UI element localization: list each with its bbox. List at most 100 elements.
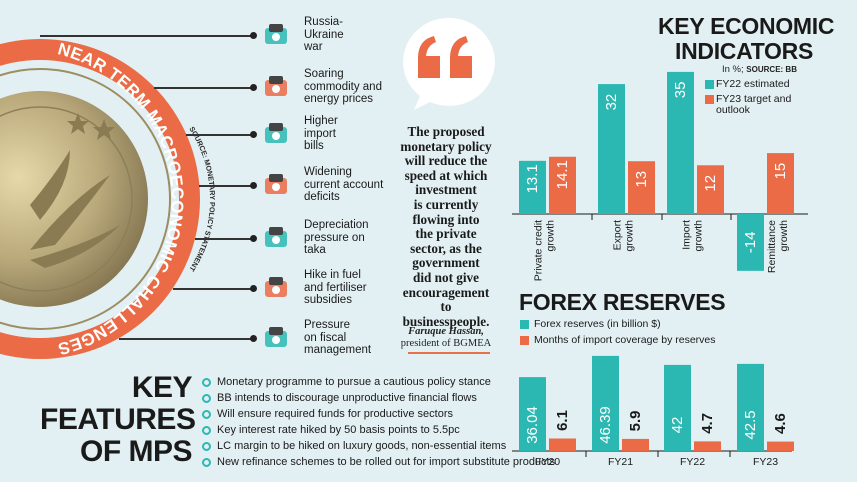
forex-bar: [737, 363, 764, 451]
forex-value-label: 4.6: [772, 413, 789, 434]
key-features-heading-3: OF MPS: [79, 435, 193, 468]
coin-emblem: [30, 113, 120, 268]
key-feature-item: BB intends to discourage unproductive fi…: [202, 391, 477, 405]
deficit-icon: [265, 174, 287, 194]
indicator-value-label: 15: [772, 163, 789, 180]
challenge-label: Pressure on fiscal management: [304, 319, 372, 356]
fiscal-icon: [265, 327, 287, 347]
challenge-label: Higher import bills: [304, 115, 338, 152]
indicator-bar: [697, 165, 724, 214]
legend-swatch-fy23: [705, 95, 714, 104]
forex-category-label: FY21: [608, 456, 633, 468]
indicator-bar: [628, 161, 655, 214]
key-features-heading-1: KEY: [131, 371, 193, 404]
indicator-value-label: 32: [603, 94, 620, 111]
forex-bar: [592, 355, 619, 451]
forex-value-label: 6.1: [554, 410, 571, 431]
indicator-bar: [737, 214, 764, 271]
forex-value-label: 42.5: [742, 410, 759, 439]
challenge-dot: [250, 84, 257, 91]
quote-text: The proposed monetary policy will reduce…: [400, 124, 492, 329]
challenge-label: Widening current account deficits: [304, 166, 384, 203]
forex-category-label: FY22: [680, 456, 705, 468]
forex-bar: [664, 364, 691, 451]
challenge-connector: [119, 338, 252, 340]
challenge-connector: [195, 238, 252, 240]
forex-value-label: 36.04: [524, 406, 541, 444]
coin-inner-rim: [0, 106, 133, 292]
legend-swatch-coverage: [520, 336, 529, 345]
key-feature-text: Will ensure required funds for productiv…: [217, 408, 453, 420]
legend-swatch-fy22: [705, 80, 714, 89]
key-feature-text: Key interest rate hiked by 50 basis poin…: [217, 424, 460, 436]
indicators-subtitle: In %; SOURCE: BB: [722, 65, 797, 75]
indicator-bar: [549, 156, 576, 214]
key-feature-item: New refinance schemes to be rolled out f…: [202, 455, 555, 469]
globe-war-icon: [265, 24, 287, 44]
forex-value-label: 42: [669, 417, 686, 434]
import-bills-icon: [265, 123, 287, 143]
challenge-dot: [250, 285, 257, 292]
indicator-bar: [519, 160, 546, 214]
coin: [0, 91, 148, 307]
key-feature-text: New refinance schemes to be rolled out f…: [217, 456, 556, 468]
indicators-title-line2: INDICATORS: [675, 38, 813, 64]
quote-bubble: [403, 17, 495, 110]
challenge-label: Russia- Ukraine war: [304, 16, 344, 53]
challenge-label: Soaring commodity and energy prices: [304, 68, 382, 105]
indicator-value-label: 14.1: [554, 160, 571, 189]
challenge-dot: [250, 182, 257, 189]
indicator-bar: [767, 153, 794, 214]
legend-label-forex: Forex reserves (in billion $): [534, 318, 661, 330]
indicators-unit: In %;: [722, 64, 744, 75]
bullet-icon: [202, 441, 211, 451]
indicator-category-label: Import: [681, 220, 693, 250]
indicator-category-label: Remittance: [766, 220, 778, 273]
coin-outer-rim: [0, 68, 171, 330]
forex-title: FOREX RESERVES: [519, 289, 726, 315]
challenge-dot: [250, 235, 257, 242]
indicator-value-label: 35: [672, 82, 689, 99]
taka-note-icon: [265, 227, 287, 247]
challenges-medallion: NEAR TERM MACROECONOMIC CHALLENGES SOURC…: [0, 39, 217, 359]
quote-underline: [408, 352, 490, 354]
challenge-connector: [199, 185, 252, 187]
commodity-icon: [265, 76, 287, 96]
bullet-icon: [202, 377, 211, 387]
indicator-value-label: 13: [633, 171, 650, 188]
forex-bar: [549, 438, 576, 451]
forex-category-label: FY20: [535, 456, 560, 468]
forex-value-label: 5.9: [627, 410, 644, 431]
indicator-category-label: growth: [778, 220, 790, 252]
forex-bar: [694, 441, 721, 451]
forex-value-label: 4.7: [699, 413, 716, 434]
forex-category-label: FY23: [753, 456, 778, 468]
indicator-category-label: growth: [693, 220, 705, 252]
challenge-connector: [154, 87, 252, 89]
bullet-icon: [202, 457, 211, 467]
indicator-category-label: growth: [624, 220, 636, 252]
forex-bar: [767, 441, 794, 451]
key-feature-text: Monetary programme to pursue a cautious …: [217, 376, 491, 388]
fuel-pump-icon: [265, 277, 287, 297]
key-features-heading-2: FEATURES: [40, 403, 196, 436]
key-feature-item: Monetary programme to pursue a cautious …: [202, 375, 491, 389]
forex-bar: [622, 438, 649, 451]
quote-author-name: Faruque Hassan,: [408, 326, 484, 337]
legend-swatch-forex: [520, 320, 529, 329]
key-feature-text: LC margin to be hiked on luxury goods, n…: [217, 440, 507, 452]
indicators-source: SOURCE: BB: [746, 65, 797, 74]
legend-label-fy23: FY23 target and outlook: [716, 93, 792, 116]
challenge-label: Depreciation pressure on taka: [304, 219, 369, 256]
indicator-bar: [667, 71, 694, 215]
bullet-icon: [202, 409, 211, 419]
indicators-title-line1: KEY ECONOMIC: [658, 13, 835, 39]
forex-bar: [519, 377, 546, 451]
indicator-value-label: -14: [742, 232, 759, 254]
legend-label-fy22: FY22 estimated: [716, 78, 790, 90]
indicator-category-label: Export: [612, 220, 624, 250]
quote-mark-icon: [418, 36, 472, 78]
key-feature-item: Key interest rate hiked by 50 basis poin…: [202, 423, 460, 437]
